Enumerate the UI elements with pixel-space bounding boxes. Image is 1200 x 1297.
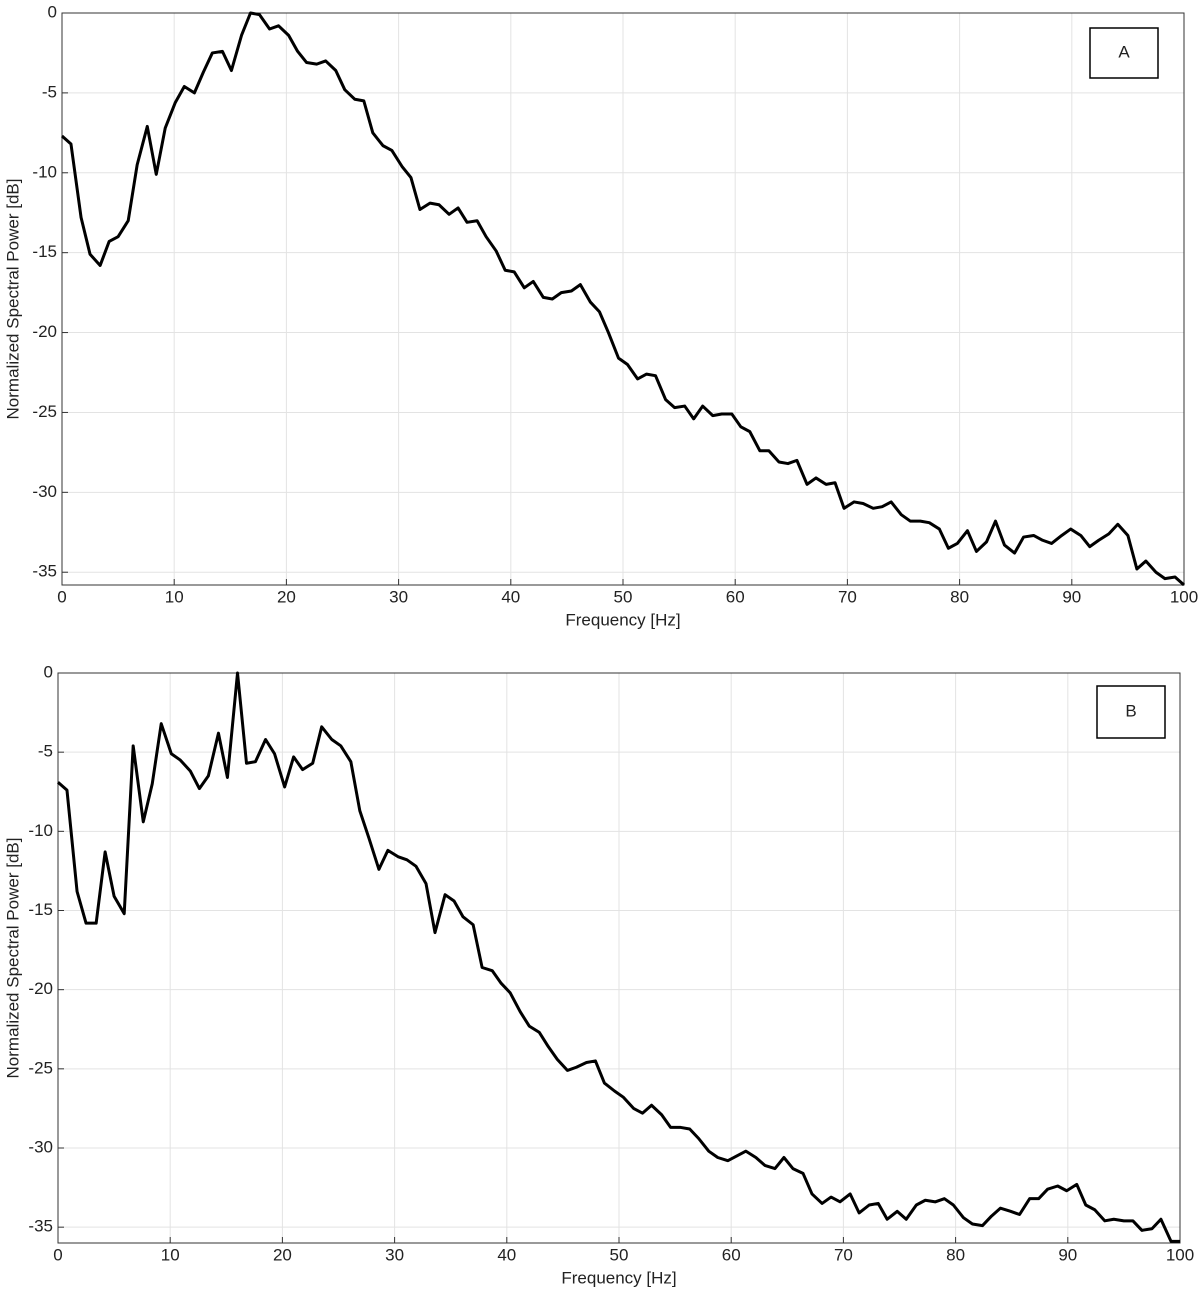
y-tick-label: -5 [38, 742, 53, 761]
x-tick-label: 10 [165, 587, 184, 606]
data-line [61, 11, 1185, 587]
x-tick-label: 70 [834, 1245, 853, 1264]
x-tick-label: 10 [161, 1245, 180, 1264]
y-axis-label: Normalized Spectral Power [dB] [3, 179, 22, 420]
y-tick-label: -25 [28, 1058, 53, 1077]
y-tick-label: -35 [28, 1217, 53, 1236]
x-tick-label: 70 [838, 587, 857, 606]
y-tick-label: -20 [32, 322, 57, 341]
x-tick-label: 40 [497, 1245, 516, 1264]
x-tick-label: 100 [1170, 587, 1198, 606]
y-tick-label: 0 [48, 2, 57, 21]
x-tick-label: 90 [1058, 1245, 1077, 1264]
y-tick-label: -15 [28, 900, 53, 919]
plot-frame [61, 12, 1185, 586]
y-tick-label: -5 [42, 82, 57, 101]
y-tick-label: 0 [44, 662, 53, 681]
panel-label: A [1118, 42, 1130, 61]
y-tick-label: -30 [32, 482, 57, 501]
x-tick-label: 50 [610, 1245, 629, 1264]
y-tick-label: -35 [32, 562, 57, 581]
y-tick-label: -10 [32, 162, 57, 181]
y-tick-label: -20 [28, 979, 53, 998]
x-tick-label: 40 [501, 587, 520, 606]
y-tick-label: -15 [32, 242, 57, 261]
x-tick-label: 50 [614, 587, 633, 606]
x-axis-label: Frequency [Hz] [561, 1268, 676, 1287]
chart: 0 10 20 30 40 50 60 70 80 90 100 -35 -30 -25 -20 -15 -10… [3, 662, 1194, 1287]
x-tick-label: 60 [726, 587, 745, 606]
chart: 0 10 20 30 40 50 60 70 80 90 100 -35 -30 -25 -20 -15 -10… [3, 2, 1198, 629]
x-tick-label: 30 [385, 1245, 404, 1264]
y-tick-label: -30 [28, 1137, 53, 1156]
x-tick-label: 80 [950, 587, 969, 606]
x-tick-label: 20 [273, 1245, 292, 1264]
x-tick-label: 0 [57, 587, 66, 606]
panel-label: B [1125, 701, 1136, 720]
x-tick-label: 80 [946, 1245, 965, 1264]
x-tick-label: 20 [277, 587, 296, 606]
label-box [1096, 685, 1166, 739]
y-tick-label: -25 [32, 402, 57, 421]
label-box [1089, 27, 1159, 79]
y-axis-label: Normalized Spectral Power [dB] [3, 838, 22, 1079]
x-tick-label: 90 [1062, 587, 1081, 606]
x-tick-label: 30 [389, 587, 408, 606]
y-tick-label: -10 [28, 821, 53, 840]
x-axis-label: Frequency [Hz] [565, 610, 680, 629]
x-tick-label: 0 [53, 1245, 62, 1264]
plot-frame [57, 672, 1181, 1244]
x-tick-label: 60 [722, 1245, 741, 1264]
data-line [57, 671, 1180, 1243]
x-tick-label: 100 [1166, 1245, 1194, 1264]
